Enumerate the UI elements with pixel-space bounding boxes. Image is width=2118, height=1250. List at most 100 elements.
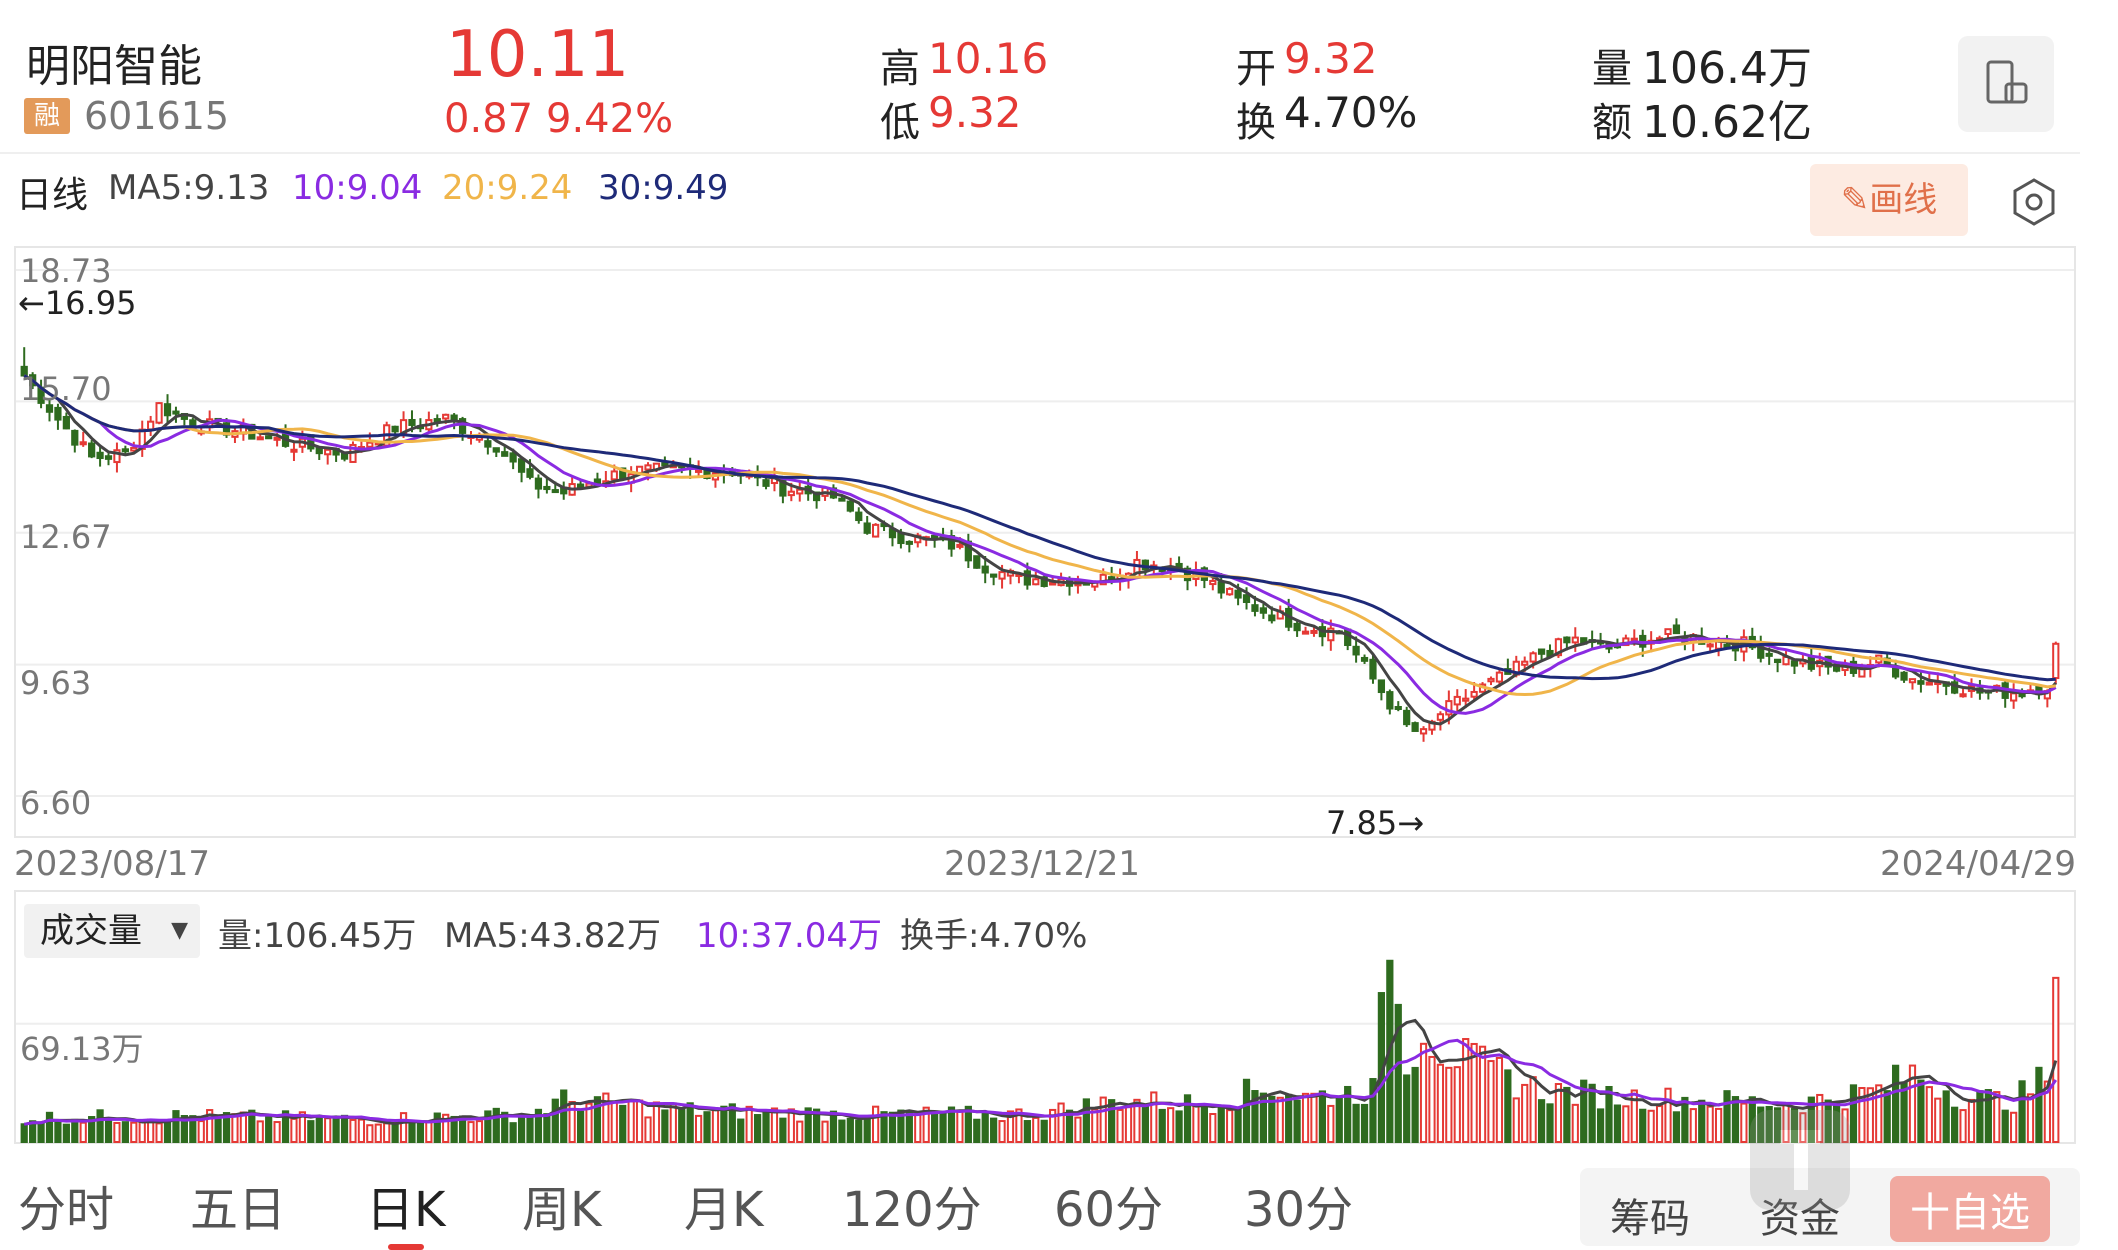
volume-bar <box>1268 1095 1276 1144</box>
volume-bar <box>79 1121 87 1144</box>
volume-bar <box>661 1109 669 1144</box>
candle-body <box>1242 594 1251 604</box>
tab-five-day[interactable]: 五日 <box>190 1182 287 1238</box>
candle-body <box>1377 679 1386 694</box>
volume-bar <box>332 1115 340 1144</box>
candle-body <box>265 435 273 440</box>
volume-bar <box>1951 1106 1959 1143</box>
tab-intraday[interactable]: 分时 <box>18 1182 115 1238</box>
volume-bar <box>1360 1103 1369 1144</box>
volume-bar <box>88 1116 96 1143</box>
volume-bar <box>745 1105 753 1144</box>
volume-bar <box>442 1113 450 1144</box>
volume-bar <box>1183 1094 1192 1143</box>
volume-bar <box>1908 1064 1917 1143</box>
volume-bar <box>54 1119 62 1144</box>
candle-body <box>130 446 138 452</box>
volume-bar <box>1731 1096 1740 1143</box>
candle-body <box>543 485 551 491</box>
settings-hex-icon <box>2013 178 2055 226</box>
volume-bar <box>1445 1066 1453 1143</box>
volume-bar <box>897 1109 905 1143</box>
volume-bar <box>366 1124 374 1144</box>
candle-body <box>981 565 989 574</box>
tab-weekly-k[interactable]: 周K <box>522 1182 602 1238</box>
candle-body <box>256 436 264 441</box>
volume-bar <box>1866 1087 1874 1143</box>
volume-bar <box>863 1117 871 1144</box>
volume-bar <box>416 1122 425 1144</box>
volume-bar <box>1993 1091 2001 1143</box>
candle-body <box>155 402 163 424</box>
volume-bar <box>1529 1076 1537 1144</box>
volume-bar <box>1571 1103 1579 1144</box>
volume-bar <box>821 1120 829 1144</box>
volume-bar <box>1925 1086 1933 1143</box>
candle-body <box>1537 648 1546 655</box>
volume-bar <box>1487 1060 1495 1143</box>
volume-bar <box>1883 1090 1891 1144</box>
volume-bar <box>155 1122 163 1144</box>
volume-bar <box>1192 1104 1200 1144</box>
candle-body <box>324 448 332 456</box>
volume-bar <box>1352 1103 1360 1144</box>
candle-body <box>509 452 517 463</box>
volume-bar <box>981 1111 989 1143</box>
indicator-select[interactable]: 成交量 ▼ <box>24 904 200 958</box>
volume-bar <box>256 1120 264 1143</box>
volume-bar <box>1234 1107 1242 1144</box>
volume-bar <box>239 1111 248 1144</box>
candle-body <box>88 442 96 458</box>
y-tick-label: 9.63 <box>20 664 92 702</box>
bottom-action-bar: 筹码 资金 十自选 <box>1580 1168 2080 1246</box>
volume-bar <box>206 1109 214 1143</box>
candle-body <box>1183 567 1192 582</box>
volume-bar <box>922 1106 930 1143</box>
candle-body <box>1209 579 1217 586</box>
volume-bar <box>1807 1096 1815 1144</box>
volume-bar <box>1504 1069 1512 1143</box>
volume-bar <box>880 1111 888 1144</box>
candle-body <box>1470 690 1478 698</box>
chart-settings-button[interactable] <box>2006 174 2062 230</box>
volume-bar <box>1723 1090 1731 1143</box>
candle-body <box>1386 691 1394 710</box>
tab-30min[interactable]: 30分 <box>1244 1182 1354 1238</box>
active-tab-indicator <box>388 1244 424 1250</box>
low-value: 9.32 <box>928 88 1022 137</box>
y-tick-label: 6.60 <box>20 784 92 822</box>
volume-bar <box>1816 1093 1824 1144</box>
tab-daily-k[interactable]: 日K <box>366 1182 446 1238</box>
chips-button[interactable]: 筹码 <box>1610 1196 1690 1242</box>
add-watchlist-button[interactable]: 十自选 <box>1890 1176 2050 1242</box>
volume-bar <box>1419 1042 1428 1144</box>
volume-bar <box>686 1102 694 1144</box>
device-rotate-icon <box>1986 60 2028 104</box>
volume-bar <box>2001 1109 2009 1143</box>
high-value: 10.16 <box>928 34 1049 83</box>
volume-bar <box>172 1110 180 1143</box>
volume-summary: 量:106.45万 <box>218 916 417 956</box>
candle-body <box>644 464 652 471</box>
volume-bar <box>1040 1119 1048 1143</box>
candle-body <box>1259 607 1268 614</box>
volume-bar <box>214 1114 222 1144</box>
candle-body <box>163 403 172 417</box>
volume-bar <box>1209 1113 1217 1143</box>
last-price: 10.11 <box>446 18 630 92</box>
tab-monthly-k[interactable]: 月K <box>684 1182 764 1238</box>
funds-button[interactable]: 资金 <box>1760 1196 1840 1242</box>
draw-line-button[interactable]: ✎画线 <box>1810 164 1968 236</box>
volume-bar <box>1065 1109 1074 1144</box>
volume-bar <box>1605 1085 1613 1144</box>
tab-60min[interactable]: 60分 <box>1054 1182 1164 1238</box>
landscape-toggle-button[interactable] <box>1958 36 2054 132</box>
tab-120min[interactable]: 120分 <box>842 1182 982 1238</box>
volume-bar <box>888 1111 897 1144</box>
candle-body <box>1234 589 1242 599</box>
volume-bar <box>1824 1099 1832 1144</box>
candle-body <box>534 477 543 490</box>
ma20-value: 20:9.24 <box>442 168 573 208</box>
